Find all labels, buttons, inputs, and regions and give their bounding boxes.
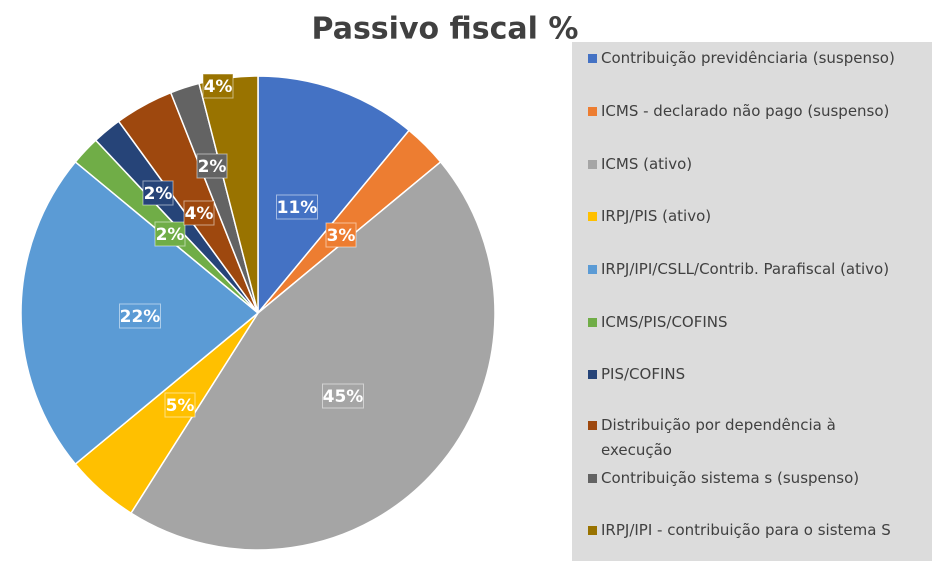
- pie-slice: [257, 75, 411, 316]
- legend-swatch: [588, 265, 597, 274]
- data-label: 4%: [185, 204, 214, 224]
- data-label: 2%: [198, 157, 227, 177]
- legend-item: IRPJ/IPI - contribuição para o sistema S: [588, 518, 891, 543]
- data-label-box: [142, 180, 174, 206]
- legend-swatch: [588, 421, 597, 430]
- legend-label: ICMS/PIS/COFINS: [601, 313, 728, 331]
- legend-swatch: [588, 526, 597, 535]
- legend-item: IRPJ/PIS (ativo): [588, 204, 711, 229]
- legend-label: Contribuição previdênciaria (suspenso): [601, 49, 895, 67]
- legend-label: Contribuição sistema s (suspenso): [601, 469, 860, 487]
- legend-swatch: [588, 160, 597, 169]
- data-label: 22%: [120, 307, 161, 327]
- legend-item: Distribuição por dependência à execução: [588, 413, 858, 463]
- legend-label: IRPJ/PIS (ativo): [601, 207, 712, 225]
- data-label-box: [202, 73, 234, 99]
- data-label: 3%: [327, 226, 356, 246]
- legend-swatch: [588, 54, 597, 63]
- legend-swatch: [588, 212, 597, 221]
- data-label-box: [322, 383, 364, 409]
- legend-label: ICMS - declarado não pago (suspenso): [601, 102, 890, 120]
- legend-label: ICMS (ativo): [601, 155, 693, 173]
- data-label-box: [119, 303, 161, 329]
- data-label-box: [325, 222, 357, 248]
- data-label: 45%: [323, 387, 364, 407]
- legend-label: PIS/COFINS: [601, 365, 686, 383]
- data-label-box: [276, 194, 318, 220]
- data-label: 5%: [166, 396, 195, 416]
- legend-item: ICMS - declarado não pago (suspenso): [588, 99, 889, 124]
- legend-swatch: [588, 318, 597, 327]
- data-label: 2%: [144, 184, 173, 204]
- data-label: 4%: [204, 77, 233, 97]
- legend-label: Distribuição por dependência à execução: [601, 416, 836, 459]
- legend-swatch: [588, 107, 597, 116]
- legend-item: Contribuição previdênciaria (suspenso): [588, 46, 895, 71]
- legend-item: IRPJ/IPI/CSLL/Contrib. Parafiscal (ativo…: [588, 257, 889, 282]
- legend-swatch: [588, 474, 597, 483]
- legend-item: ICMS/PIS/COFINS: [588, 310, 728, 335]
- data-label-box: [196, 153, 228, 179]
- data-label: 2%: [156, 225, 185, 245]
- data-label: 11%: [277, 198, 318, 218]
- legend: Contribuição previdênciaria (suspenso) IC…: [572, 42, 932, 561]
- chart-title: Passivo fiscal %: [312, 12, 579, 47]
- legend-item: ICMS (ativo): [588, 152, 692, 177]
- legend-item: PIS/COFINS: [588, 362, 685, 387]
- legend-label: IRPJ/IPI - contribuição para o sistema S: [601, 521, 891, 539]
- legend-item: Contribuição sistema s (suspenso): [588, 466, 859, 491]
- data-label-box: [183, 200, 215, 226]
- data-label-box: [154, 221, 186, 247]
- legend-swatch: [588, 370, 597, 379]
- data-label-box: [164, 392, 196, 418]
- legend-label: IRPJ/IPI/CSLL/Contrib. Parafiscal (ativo…: [601, 260, 890, 278]
- pie-slice: [129, 160, 496, 551]
